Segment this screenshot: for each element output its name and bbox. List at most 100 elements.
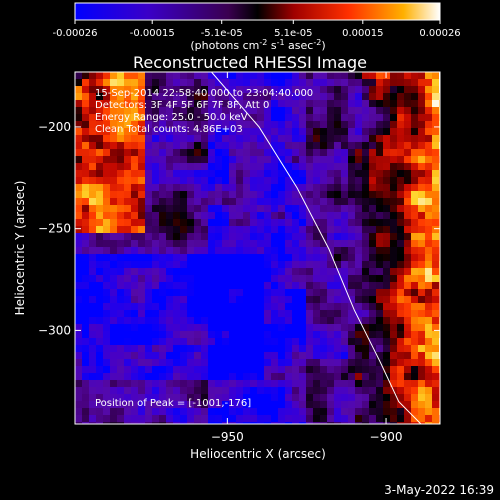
heatmap-cell: [236, 233, 243, 240]
plot-frame: [74, 71, 441, 425]
heatmap-cell: [425, 142, 432, 149]
heatmap-cell: [390, 149, 397, 156]
heatmap-cell: [411, 156, 418, 163]
heatmap-cell: [138, 275, 145, 282]
heatmap-cell: [145, 422, 152, 424]
heatmap-cell: [362, 331, 369, 338]
heatmap-cell: [355, 380, 362, 387]
heatmap-cell: [418, 191, 425, 198]
heatmap-cell: [418, 394, 425, 401]
heatmap-cell: [89, 324, 96, 331]
heatmap-cell: [117, 114, 124, 121]
heatmap-cell: [124, 345, 131, 352]
heatmap-cell: [103, 303, 110, 310]
heatmap-cell: [383, 408, 390, 415]
heatmap-cell: [145, 310, 152, 317]
heatmap-cell: [411, 93, 418, 100]
heatmap-cell: [285, 345, 292, 352]
heatmap-cell: [306, 380, 313, 387]
heatmap-cell: [152, 219, 159, 226]
heatmap-cell: [96, 156, 103, 163]
heatmap-cell: [250, 422, 257, 424]
heatmap-cell: [138, 408, 145, 415]
heatmap-cell: [131, 156, 138, 163]
heatmap-cell: [103, 121, 110, 128]
heatmap-cell: [236, 261, 243, 268]
heatmap-cell: [159, 205, 166, 212]
heatmap-cell: [166, 233, 173, 240]
x-axis-label: Heliocentric X (arcsec): [190, 447, 326, 461]
heatmap-cell: [271, 261, 278, 268]
heatmap-cell: [369, 331, 376, 338]
heatmap-cell: [306, 268, 313, 275]
heatmap-cell: [117, 170, 124, 177]
heatmap-cell: [117, 289, 124, 296]
heatmap-cell: [187, 121, 194, 128]
heatmap-cell: [208, 128, 215, 135]
heatmap-cell: [201, 247, 208, 254]
heatmap-cell: [362, 373, 369, 380]
heatmap-cell: [75, 86, 82, 93]
heatmap-cell: [348, 177, 355, 184]
heatmap-cell: [166, 212, 173, 219]
heatmap-cell: [376, 205, 383, 212]
heatmap-cell: [82, 254, 89, 261]
heatmap-cell: [285, 142, 292, 149]
heatmap-cell: [271, 415, 278, 422]
heatmap-cell: [215, 86, 222, 93]
heatmap-cell: [187, 338, 194, 345]
heatmap-cell: [348, 268, 355, 275]
heatmap-cell: [152, 233, 159, 240]
heatmap-cell: [131, 107, 138, 114]
heatmap-cell: [397, 275, 404, 282]
heatmap-cell: [376, 226, 383, 233]
heatmap-cell: [425, 212, 432, 219]
heatmap-cell: [194, 401, 201, 408]
heatmap-cell: [362, 100, 369, 107]
heatmap-cell: [257, 345, 264, 352]
heatmap-cell: [82, 86, 89, 93]
heatmap-cell: [222, 191, 229, 198]
heatmap-cell: [124, 170, 131, 177]
heatmap-cell: [390, 289, 397, 296]
heatmap-cell: [89, 184, 96, 191]
heatmap-cell: [383, 156, 390, 163]
heatmap-cell: [376, 345, 383, 352]
heatmap-cell: [320, 128, 327, 135]
heatmap-cell: [96, 240, 103, 247]
heatmap-cell: [404, 212, 411, 219]
heatmap-cell: [292, 142, 299, 149]
heatmap-cell: [103, 296, 110, 303]
heatmap-cell: [306, 72, 313, 79]
heatmap-cell: [117, 401, 124, 408]
heatmap-cell: [390, 394, 397, 401]
heatmap-cell: [250, 401, 257, 408]
heatmap-cell: [124, 422, 131, 424]
heatmap-cell: [341, 205, 348, 212]
heatmap-cell: [432, 282, 439, 289]
heatmap-cell: [418, 233, 425, 240]
heatmap-cell: [390, 191, 397, 198]
heatmap-cell: [152, 289, 159, 296]
heatmap-cell: [152, 240, 159, 247]
heatmap-cell: [82, 394, 89, 401]
heatmap-cell: [194, 107, 201, 114]
y-tick-label: −200: [38, 120, 71, 134]
heatmap-cell: [390, 359, 397, 366]
heatmap-cell: [215, 268, 222, 275]
heatmap-cell: [327, 156, 334, 163]
heatmap-cell: [257, 128, 264, 135]
heatmap-cell: [208, 93, 215, 100]
heatmap-cell: [215, 135, 222, 142]
heatmap-cell: [292, 359, 299, 366]
heatmap-cell: [320, 373, 327, 380]
heatmap-cell: [82, 107, 89, 114]
heatmap-cell: [201, 366, 208, 373]
heatmap-cell: [201, 268, 208, 275]
heatmap-cell: [152, 142, 159, 149]
heatmap-cell: [250, 359, 257, 366]
heatmap-cell: [383, 331, 390, 338]
heatmap-cell: [432, 184, 439, 191]
heatmap-cell: [138, 345, 145, 352]
